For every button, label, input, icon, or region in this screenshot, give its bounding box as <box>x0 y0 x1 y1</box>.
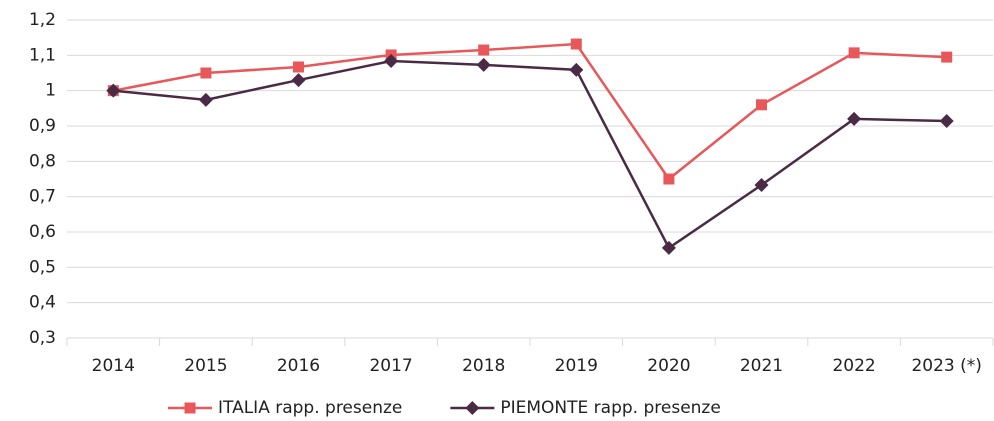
marker <box>569 62 584 77</box>
marker <box>465 401 480 415</box>
marker <box>291 73 306 88</box>
series-line <box>113 42 947 181</box>
x-tick-label: 2017 <box>369 356 412 376</box>
y-tick-label: 0,4 <box>29 293 56 313</box>
marker <box>384 53 399 68</box>
y-tick-label: 1,2 <box>29 10 56 30</box>
y-tick-label: 0,3 <box>29 328 56 348</box>
x-tick-label: 2022 <box>832 356 875 376</box>
marker <box>661 240 676 255</box>
marker <box>478 44 490 56</box>
marker <box>848 47 860 59</box>
y-tick-label: 0,5 <box>29 257 56 277</box>
marker <box>198 92 213 107</box>
y-tick-label: 1,1 <box>29 45 56 65</box>
x-tick-label: 2015 <box>184 356 227 376</box>
marker <box>476 57 491 72</box>
legend-label: PIEMONTE rapp. presenze <box>500 398 720 418</box>
y-tick-label: 0,7 <box>29 187 56 207</box>
marker <box>663 173 675 185</box>
marker <box>941 51 953 63</box>
marker <box>106 83 121 98</box>
y-tick-label: 0,6 <box>29 222 56 242</box>
series-line <box>113 59 947 250</box>
marker <box>939 114 954 129</box>
x-tick-label: 2021 <box>740 356 783 376</box>
marker <box>200 67 212 79</box>
x-tick-label: 2020 <box>647 356 690 376</box>
marker <box>570 38 582 50</box>
y-tick-label: 1 <box>45 81 56 101</box>
marker <box>184 402 196 414</box>
x-tick-label: 2014 <box>92 356 135 376</box>
x-tick-label: 2018 <box>462 356 505 376</box>
legend-label: ITALIA rapp. presenze <box>218 398 402 418</box>
y-tick-label: 0,9 <box>29 116 56 136</box>
x-tick-label: 2019 <box>555 356 598 376</box>
marker <box>847 111 862 126</box>
x-tick-label: 2023 (*) <box>911 356 981 376</box>
x-tick-label: 2016 <box>277 356 320 376</box>
marker <box>756 99 767 111</box>
marker <box>293 61 304 73</box>
y-tick-label: 0,8 <box>29 151 56 171</box>
marker <box>754 178 769 193</box>
